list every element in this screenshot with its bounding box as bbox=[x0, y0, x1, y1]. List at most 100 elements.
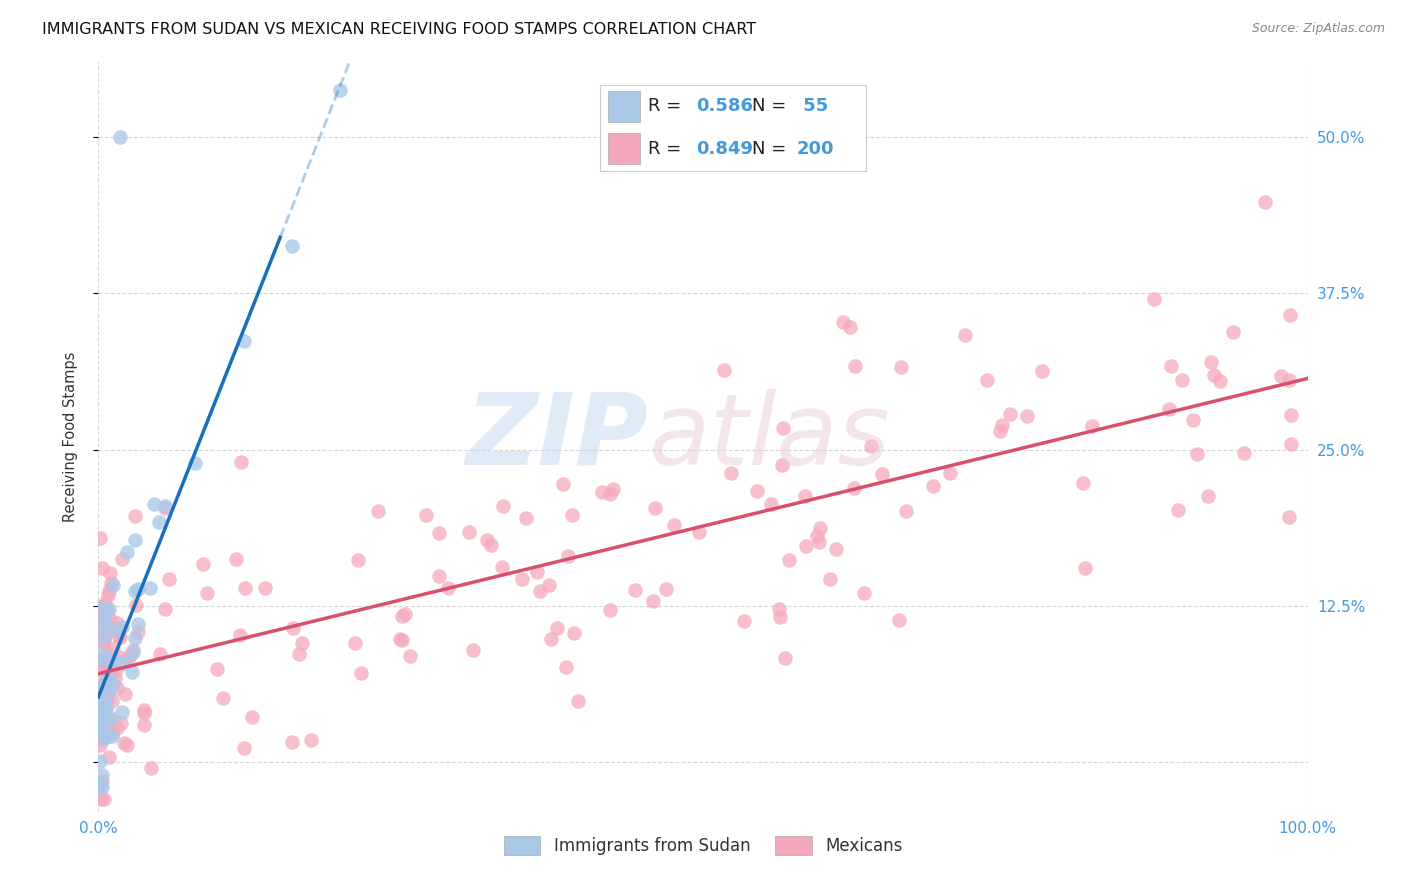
Point bbox=[90, 723, 112, 737]
Point bbox=[1254, 195, 1277, 210]
Point bbox=[436, 582, 458, 596]
Point bbox=[90, 704, 112, 718]
Point bbox=[98, 584, 121, 599]
Point bbox=[492, 500, 515, 514]
Point bbox=[515, 510, 537, 524]
Point bbox=[890, 359, 912, 374]
Point bbox=[105, 721, 128, 735]
Point bbox=[415, 508, 437, 522]
Point bbox=[281, 621, 304, 635]
Point bbox=[94, 608, 117, 623]
Point bbox=[644, 500, 666, 515]
Point bbox=[112, 736, 135, 750]
Point bbox=[97, 686, 120, 700]
Point bbox=[860, 439, 883, 453]
Point bbox=[91, 607, 114, 621]
Point bbox=[399, 649, 422, 664]
Point bbox=[510, 573, 533, 587]
Point bbox=[93, 632, 115, 646]
Point bbox=[1279, 409, 1302, 423]
Point bbox=[93, 630, 115, 644]
Point bbox=[991, 418, 1014, 433]
Point bbox=[91, 780, 114, 794]
Point bbox=[89, 599, 111, 614]
Point bbox=[391, 609, 413, 624]
Point bbox=[89, 622, 111, 636]
Point bbox=[90, 693, 112, 707]
Point bbox=[111, 551, 134, 566]
Point bbox=[94, 730, 117, 744]
Point bbox=[89, 754, 111, 768]
Point bbox=[93, 699, 115, 714]
Point bbox=[281, 735, 304, 749]
Point bbox=[91, 774, 114, 789]
Point bbox=[287, 648, 309, 662]
Text: atlas: atlas bbox=[648, 389, 890, 485]
Point bbox=[1031, 364, 1053, 378]
Point bbox=[108, 630, 131, 644]
Point bbox=[157, 573, 180, 587]
Point bbox=[184, 456, 207, 470]
Point bbox=[818, 572, 841, 586]
Point bbox=[1278, 373, 1301, 387]
Point bbox=[100, 678, 122, 692]
Point bbox=[1015, 409, 1038, 424]
Point bbox=[96, 728, 118, 742]
Point bbox=[90, 657, 112, 671]
Point bbox=[94, 675, 117, 690]
Point bbox=[713, 362, 735, 376]
Text: ZIP: ZIP bbox=[465, 389, 648, 485]
Point bbox=[134, 718, 156, 732]
Point bbox=[110, 716, 132, 731]
Point bbox=[93, 635, 115, 649]
Point bbox=[553, 477, 575, 491]
Point bbox=[562, 625, 585, 640]
Point bbox=[117, 652, 139, 666]
Point bbox=[807, 534, 830, 549]
Point bbox=[232, 334, 254, 348]
Point bbox=[90, 612, 112, 626]
Point bbox=[89, 710, 111, 724]
Point bbox=[427, 569, 450, 583]
Point bbox=[769, 610, 792, 624]
Point bbox=[759, 497, 782, 511]
Point bbox=[101, 620, 124, 634]
Point bbox=[922, 479, 945, 493]
Point bbox=[772, 421, 794, 435]
Point bbox=[101, 641, 124, 656]
Point bbox=[122, 645, 145, 659]
Point bbox=[852, 586, 875, 600]
Point bbox=[225, 552, 247, 566]
Point bbox=[1167, 503, 1189, 517]
Point bbox=[153, 601, 176, 615]
Point bbox=[768, 601, 790, 615]
Point bbox=[240, 710, 263, 724]
Point bbox=[96, 669, 118, 683]
Point bbox=[475, 533, 498, 548]
Point bbox=[1233, 446, 1256, 460]
Point bbox=[347, 553, 370, 567]
Point bbox=[1279, 308, 1302, 322]
Point bbox=[231, 455, 253, 469]
Text: IMMIGRANTS FROM SUDAN VS MEXICAN RECEIVING FOOD STAMPS CORRELATION CHART: IMMIGRANTS FROM SUDAN VS MEXICAN RECEIVI… bbox=[42, 22, 756, 37]
Point bbox=[191, 557, 214, 571]
Point bbox=[112, 657, 135, 671]
Point bbox=[1181, 413, 1204, 427]
Point bbox=[90, 731, 112, 746]
Point bbox=[793, 489, 815, 503]
Point bbox=[94, 713, 117, 727]
Point bbox=[139, 761, 162, 775]
Point bbox=[253, 581, 276, 595]
Point bbox=[98, 602, 121, 616]
Point bbox=[90, 768, 112, 782]
Point bbox=[461, 643, 484, 657]
Point bbox=[1071, 475, 1094, 490]
Point bbox=[104, 671, 127, 685]
Point bbox=[124, 583, 146, 598]
Point bbox=[124, 509, 146, 524]
Point bbox=[1143, 292, 1166, 306]
Point bbox=[97, 718, 120, 732]
Point bbox=[720, 467, 742, 481]
Point bbox=[101, 678, 124, 692]
Point bbox=[155, 499, 177, 513]
